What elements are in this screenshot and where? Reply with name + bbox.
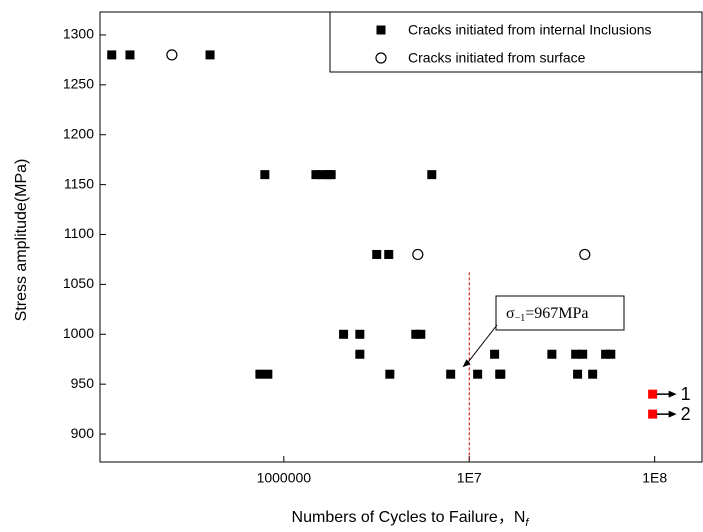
legend-label: Cracks initiated from internal Inclusion… — [408, 22, 652, 38]
point — [107, 50, 117, 60]
point — [326, 170, 336, 180]
point — [601, 349, 611, 359]
y-tick-label: 1000 — [63, 325, 94, 341]
annotation-box — [495, 295, 625, 331]
point — [317, 170, 327, 180]
point — [339, 329, 349, 339]
marker-arrowhead — [668, 410, 677, 418]
point — [412, 248, 424, 261]
y-tick-label: 1200 — [63, 125, 94, 141]
point — [446, 369, 456, 379]
point — [496, 369, 506, 379]
point — [205, 50, 215, 60]
annotation-sigma: σ — [506, 305, 515, 322]
legend-label: Cracks initiated from surface — [408, 50, 586, 66]
x-tick-label: 1E8 — [642, 470, 667, 486]
marker-label: 2 — [681, 404, 691, 424]
point — [384, 249, 394, 259]
runout-marker — [648, 409, 658, 419]
point — [571, 349, 581, 359]
annotation-arrowhead — [462, 359, 471, 368]
annotation-arrow — [466, 324, 498, 365]
runout-marker — [648, 389, 658, 399]
point — [588, 369, 598, 379]
point — [263, 369, 273, 379]
point — [547, 349, 557, 359]
legend-box — [329, 11, 703, 73]
point — [490, 349, 500, 359]
y-tick-label: 1250 — [63, 76, 94, 92]
y-tick-label: 1050 — [63, 275, 94, 291]
point — [579, 248, 591, 261]
point — [260, 170, 270, 180]
plot-frame — [99, 11, 703, 463]
y-axis-label: Stress amplitude(MPa) — [13, 159, 30, 322]
y-tick-label: 1300 — [63, 26, 94, 42]
marker-arrowhead — [668, 390, 677, 398]
y-tick-label: 1100 — [64, 225, 94, 241]
y-tick-label: 900 — [71, 425, 95, 441]
point — [255, 369, 265, 379]
point — [578, 349, 588, 359]
annotation-sub: −1 — [515, 313, 526, 324]
point — [473, 369, 483, 379]
marker-label: 1 — [681, 384, 691, 404]
x-tick-label: 1E7 — [457, 470, 482, 486]
annotation-text: σ−1=967MPa — [506, 305, 589, 325]
legend-marker — [376, 25, 386, 35]
point — [355, 329, 365, 339]
annotation-value: =967MPa — [525, 305, 588, 322]
point — [166, 49, 178, 61]
x-axis-label-main: Numbers of Cycles to Failure，N — [292, 509, 526, 526]
point — [573, 369, 583, 379]
point — [125, 50, 135, 60]
x-axis-label: Numbers of Cycles to Failure，Nf — [292, 509, 530, 529]
y-tick-label: 1150 — [64, 175, 94, 191]
point — [311, 170, 321, 180]
point — [372, 249, 382, 259]
point — [606, 349, 616, 359]
point — [411, 329, 421, 339]
x-axis-label-sub: f — [525, 517, 529, 529]
point — [427, 170, 437, 180]
y-tick-label: 950 — [71, 375, 95, 391]
point — [416, 329, 426, 339]
point — [355, 349, 365, 359]
point — [385, 369, 395, 379]
legend-marker — [375, 52, 387, 64]
x-tick-label: 1000000 — [257, 470, 312, 486]
